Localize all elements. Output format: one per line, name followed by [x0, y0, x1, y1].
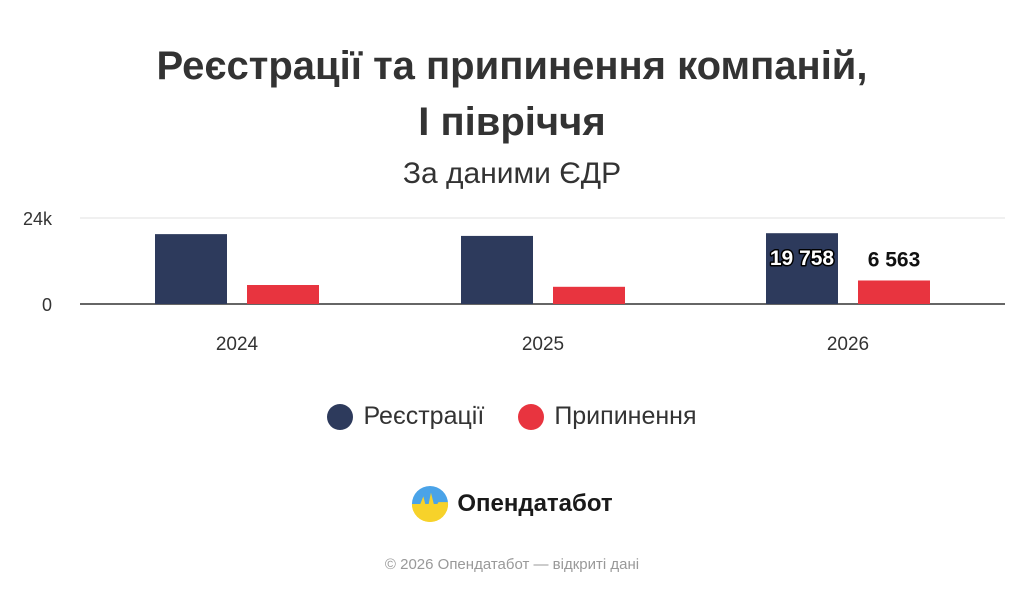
opendatabot-logo-icon: [412, 485, 449, 523]
legend-label-terminations: Припинення: [554, 402, 697, 430]
chart-subtitle: За даними ЄДР: [402, 157, 622, 190]
bar-chart: 0 24k 2024 2025 19 758 6 563 2026: [23, 209, 1005, 355]
chart-title: Реєстрації та припинення компаній, І пів…: [0, 38, 1024, 150]
legend-marker-terminations: [518, 403, 545, 430]
x-tick-label: 2025: [522, 334, 564, 355]
bar-terminations-2025: [553, 286, 625, 304]
bar-registrations-2024: [155, 234, 227, 304]
x-tick-label: 2024: [216, 334, 259, 355]
legend-item-registrations[interactable]: Реєстрації: [327, 402, 484, 431]
x-tick-label: 2026: [827, 334, 869, 355]
brand: Опендатабот: [0, 485, 1024, 523]
brand-name: Опендатабот: [457, 490, 613, 517]
data-label: 19 758: [770, 247, 835, 270]
y-tick-label: 0: [42, 295, 52, 315]
data-label: 6 563: [868, 248, 921, 271]
legend-marker-registrations: [327, 403, 354, 430]
bar-registrations-2026: [766, 233, 838, 304]
legend-item-terminations[interactable]: Припинення: [518, 402, 697, 431]
chart-title-line-1: Реєстрації та припинення компаній,: [156, 44, 868, 88]
chart-title-line-2: І півріччя: [418, 100, 606, 144]
footer-copyright: © 2026 Опендатабот — відкриті дані: [384, 556, 640, 573]
bar-registrations-2025: [461, 235, 533, 304]
bar-terminations-2024: [247, 285, 319, 304]
chart-legend: Реєстрації Припинення: [0, 402, 1024, 431]
y-tick-label: 24k: [23, 209, 53, 229]
legend-label-registrations: Реєстрації: [363, 402, 485, 430]
bar-terminations-2026: [858, 280, 930, 304]
